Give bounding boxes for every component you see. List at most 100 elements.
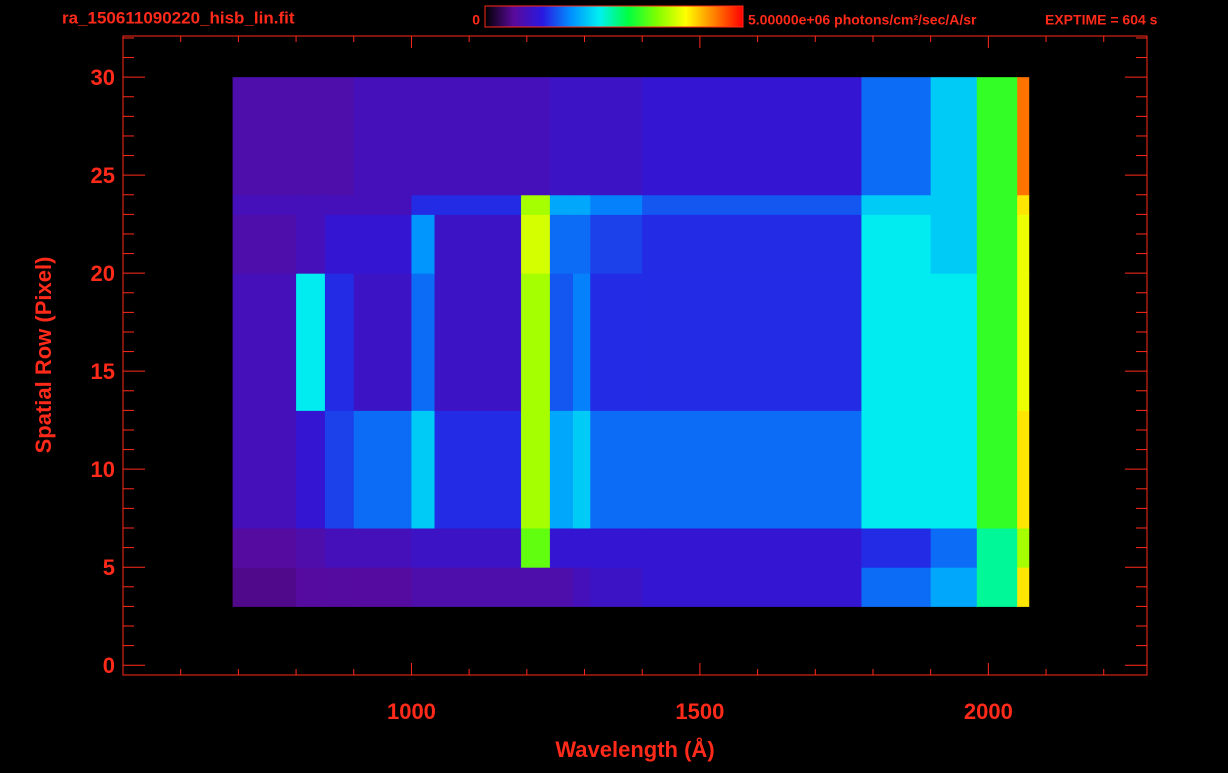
heatmap-cell xyxy=(324,273,355,411)
heatmap-cell xyxy=(861,214,932,274)
colorbar-tick-label: 5.00000e+06 xyxy=(748,12,830,28)
heatmap-cell xyxy=(296,214,326,274)
colorbar xyxy=(484,5,744,28)
heatmap-cell xyxy=(434,410,522,529)
heatmap-cell xyxy=(976,77,1018,196)
heatmap-cell xyxy=(411,567,436,607)
heatmap-cell xyxy=(572,273,591,411)
heatmap-cell xyxy=(572,410,591,529)
heatmap-cell xyxy=(572,77,591,196)
heatmap-cell xyxy=(324,527,355,568)
heatmap-cell xyxy=(411,273,436,411)
heatmap-cell xyxy=(930,410,978,529)
heatmap-cell xyxy=(232,410,297,529)
heatmap-cell xyxy=(590,567,643,607)
heatmap-cell xyxy=(296,273,326,411)
heatmap-cell xyxy=(232,527,297,568)
heatmap-cell xyxy=(861,567,932,607)
heatmap-cell xyxy=(642,567,862,607)
heatmap-cell xyxy=(590,410,643,529)
heatmap-cell xyxy=(353,567,412,607)
heatmap-cell xyxy=(232,77,297,196)
heatmap-cell xyxy=(549,567,574,607)
heatmap-cell xyxy=(296,410,326,529)
heatmap-cell xyxy=(1017,527,1030,568)
heatmap-cell xyxy=(434,77,522,196)
heatmap-cell xyxy=(232,194,297,215)
heatmap-cell xyxy=(324,77,355,196)
heatmap-cell xyxy=(296,527,326,568)
heatmap-cell xyxy=(434,567,522,607)
heatmap-cell xyxy=(434,527,522,568)
heatmap-cell xyxy=(572,527,591,568)
heatmap-cell xyxy=(549,273,574,411)
heatmap-cell xyxy=(930,194,978,215)
heatmap-cell xyxy=(930,567,978,607)
heatmap-cell xyxy=(930,77,978,196)
heatmap-cell xyxy=(861,410,932,529)
heatmap-cell xyxy=(1017,77,1030,196)
y-axis-label: Spatial Row (Pixel) xyxy=(31,257,56,454)
heatmap-cell xyxy=(590,214,643,274)
heatmap-cell xyxy=(590,77,643,196)
heatmap-cell xyxy=(324,410,355,529)
heatmap-cell xyxy=(411,194,436,215)
heatmap-cell xyxy=(353,214,412,274)
heatmap-cell xyxy=(976,410,1018,529)
heatmap-cell xyxy=(549,527,574,568)
heatmap-cell xyxy=(642,77,862,196)
heatmap-cell xyxy=(572,194,591,215)
heatmap-cell xyxy=(232,273,297,411)
heatmap-cell xyxy=(976,567,1018,607)
x-tick-label: 1000 xyxy=(387,699,436,724)
heatmap-cell xyxy=(296,194,326,215)
x-axis-label: Wavelength (Å) xyxy=(555,736,714,762)
heatmap-cell xyxy=(930,273,978,411)
y-tick-label: 20 xyxy=(91,261,115,286)
heatmap-cell xyxy=(353,273,412,411)
heatmap-cell xyxy=(521,194,551,215)
heatmap-cell xyxy=(1017,273,1030,411)
y-tick-label: 30 xyxy=(91,65,115,90)
heatmap-cell xyxy=(642,273,862,411)
heatmap-cell xyxy=(353,410,412,529)
heatmap-cell xyxy=(861,77,932,196)
heatmap-cell xyxy=(434,214,522,274)
x-tick-label: 2000 xyxy=(964,699,1013,724)
heatmap-cell xyxy=(861,527,932,568)
heatmap-cell xyxy=(521,410,551,529)
heatmap-cell xyxy=(1017,567,1030,607)
plot-frame xyxy=(122,35,1148,676)
heatmap-cell xyxy=(434,273,522,411)
heatmap-cell xyxy=(930,527,978,568)
heatmap-cell xyxy=(521,214,551,274)
heatmap-cell xyxy=(642,410,862,529)
heatmap-cell xyxy=(976,214,1018,274)
heatmap-cell xyxy=(572,214,591,274)
y-tick-label: 25 xyxy=(91,163,115,188)
heatmap-cell xyxy=(411,410,436,529)
heatmap-cell xyxy=(976,273,1018,411)
heatmap-cell xyxy=(521,567,551,607)
heatmap-cell xyxy=(232,214,297,274)
heatmap-cell xyxy=(549,214,574,274)
heatmap-cell xyxy=(324,194,355,215)
heatmap-cell xyxy=(411,527,436,568)
heatmap-cell xyxy=(411,214,436,274)
heatmap-cell xyxy=(549,194,574,215)
chart-title: ra_150611090220_hisb_lin.fit xyxy=(62,8,295,27)
heatmap-cell xyxy=(411,77,436,196)
heatmap-cell xyxy=(1017,194,1030,215)
heatmap-cell xyxy=(590,273,643,411)
y-tick-label: 0 xyxy=(103,653,115,678)
heatmap-cell xyxy=(353,194,412,215)
heatmap-cell xyxy=(549,77,574,196)
heatmap-cell xyxy=(353,527,412,568)
heatmap-cell xyxy=(861,273,932,411)
heatmap-cell xyxy=(642,527,862,568)
heatmap-cell xyxy=(1017,410,1030,529)
x-tick-label: 1500 xyxy=(675,699,724,724)
heatmap-cell xyxy=(232,567,297,607)
heatmap-cell xyxy=(324,567,355,607)
